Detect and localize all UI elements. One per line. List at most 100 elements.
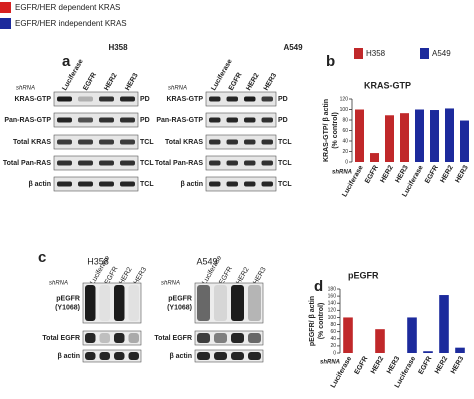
row-tag: PD <box>278 96 288 103</box>
blot-band <box>78 160 93 166</box>
blot-band <box>57 117 72 123</box>
blot-band <box>214 285 227 321</box>
blot-strip <box>205 155 277 171</box>
blot-band <box>226 181 238 187</box>
blot-band <box>99 352 110 360</box>
blot-band <box>120 160 135 166</box>
bar <box>439 295 449 353</box>
y-tick-label: 160 <box>328 293 337 299</box>
blot-band <box>244 160 256 166</box>
blot-band <box>99 139 114 145</box>
row-label: (Y1068) <box>55 304 80 311</box>
row-tag: PD <box>140 96 150 103</box>
blot-band <box>231 352 244 360</box>
y-axis-label: pEGFR/ β actin <box>309 296 316 346</box>
blot-band <box>244 139 256 145</box>
row-tag: PD <box>278 117 288 124</box>
blot-strip <box>194 349 264 363</box>
row-label: (Y1068) <box>167 304 192 311</box>
blot-band <box>85 285 96 321</box>
row-tag: TCL <box>140 181 154 188</box>
blot-band <box>231 285 244 321</box>
row-label: β actin <box>180 181 203 188</box>
x-tick-label: HER2 <box>439 164 454 184</box>
blot-band <box>244 96 256 102</box>
blot-band <box>197 352 210 360</box>
blot-band <box>226 117 238 123</box>
blot-band <box>226 139 238 145</box>
blot-strip <box>205 134 277 150</box>
blot-band <box>261 96 273 102</box>
y-tick-label: 40 <box>330 336 336 342</box>
x-tick-label: EGFR <box>364 164 380 184</box>
legend-label: H358 <box>366 49 386 58</box>
blot-band <box>209 96 221 102</box>
y-tick-label: 0 <box>333 350 336 356</box>
legend-swatch <box>420 48 429 59</box>
bar <box>460 120 469 162</box>
y-tick-label: 0 <box>345 159 348 165</box>
shrna-label: shRNA <box>49 281 68 287</box>
row-label: Total EGFR <box>42 335 80 342</box>
blot-band <box>128 285 139 321</box>
blot-band <box>57 160 72 166</box>
blot-band <box>231 333 244 343</box>
blot-band <box>248 352 261 360</box>
blot-band <box>78 117 93 123</box>
blot-band <box>226 96 238 102</box>
blot-strip <box>53 112 139 128</box>
blot-band <box>248 333 261 343</box>
bar <box>400 113 409 162</box>
bar <box>407 317 417 353</box>
blot-band <box>209 181 221 187</box>
row-label: β actin <box>57 353 80 360</box>
blot-band <box>114 285 125 321</box>
panel-label: d <box>314 278 323 295</box>
blot-band <box>120 139 135 145</box>
y-tick-label: 20 <box>342 149 348 155</box>
row-label: Total Pan-RAS <box>3 160 51 167</box>
blot-band <box>209 117 221 123</box>
bar <box>370 153 379 162</box>
blot-band <box>197 285 210 321</box>
x-tick-label: HER2 <box>434 355 449 375</box>
shrna-label: shRNA <box>320 360 340 366</box>
x-tick-label: EGFR <box>418 355 434 375</box>
x-tick-label: EGFR <box>354 355 370 375</box>
y-tick-label: 100 <box>328 315 337 321</box>
row-label: KRAS-GTP <box>166 96 203 103</box>
blot-band <box>99 117 114 123</box>
bar <box>430 110 439 162</box>
x-tick-label: HER3 <box>394 164 409 184</box>
row-label: β actin <box>28 181 51 188</box>
y-tick-label: 140 <box>328 301 337 307</box>
blot-band <box>261 160 273 166</box>
row-label: pEGFR <box>56 295 80 302</box>
blot-band <box>226 160 238 166</box>
bar <box>385 115 394 162</box>
blot-band <box>209 160 221 166</box>
row-tag: TCL <box>140 160 154 167</box>
blot-band <box>197 333 210 343</box>
y-tick-label: 180 <box>328 286 337 292</box>
blot-band <box>57 181 72 187</box>
blot-title: H358 <box>108 43 128 52</box>
y-axis-label: (% control) <box>318 303 325 340</box>
y-tick-label: 60 <box>342 128 348 134</box>
panel-label: b <box>326 53 335 70</box>
row-label: Pan-RAS-GTP <box>4 117 51 124</box>
blot-band <box>209 139 221 145</box>
x-tick-label: HER3 <box>450 355 465 375</box>
blot-band <box>261 139 273 145</box>
row-label: Total KRAS <box>165 139 203 146</box>
y-tick-label: 40 <box>342 138 348 144</box>
shrna-label: shRNA <box>332 170 352 176</box>
x-tick-label: HER3 <box>454 164 469 184</box>
legend-label: A549 <box>432 49 451 58</box>
x-tick-label: HER2 <box>370 355 385 375</box>
blot-band <box>85 333 96 343</box>
chart-title: pEGFR <box>348 270 379 280</box>
legend-swatch <box>354 48 363 59</box>
y-tick-label: 80 <box>330 322 336 328</box>
